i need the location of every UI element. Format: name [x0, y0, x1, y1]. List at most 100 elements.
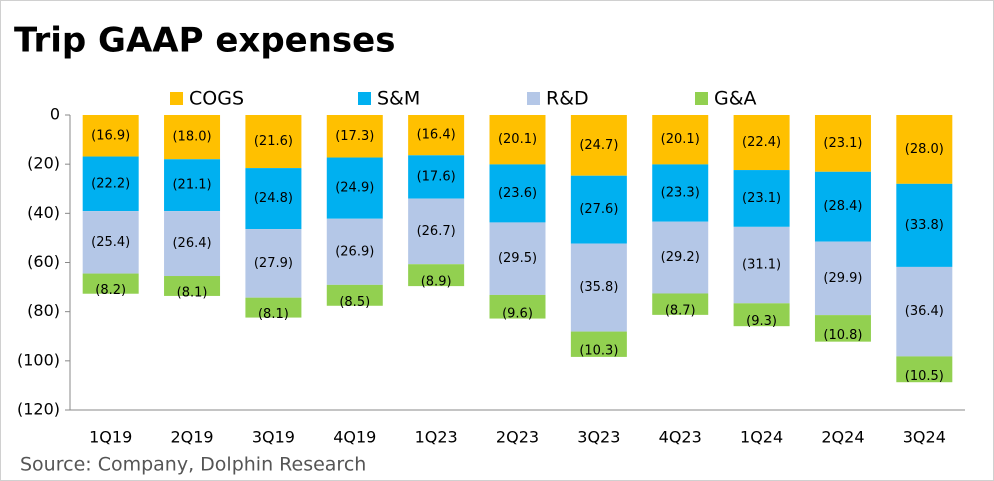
data-label: (8.1) — [177, 285, 208, 300]
data-label: (29.2) — [661, 250, 700, 265]
y-tick-label: 0 — [50, 105, 60, 124]
data-label: (8.7) — [665, 304, 696, 319]
bar-segment — [164, 211, 221, 277]
bar-segment — [814, 115, 871, 172]
bar-segment — [489, 115, 546, 165]
data-label: (28.4) — [823, 199, 862, 214]
x-tick-label: 1Q24 — [740, 428, 783, 447]
bar-segment — [733, 115, 790, 171]
data-label: (23.1) — [742, 191, 781, 206]
bar-segment — [652, 293, 709, 315]
x-tick-label: 4Q23 — [659, 428, 702, 447]
bar-segment — [245, 168, 302, 230]
bar-segment — [82, 211, 139, 274]
y-tick-label: (40) — [27, 203, 60, 222]
x-tick-label: 4Q19 — [333, 428, 376, 447]
bar-segment — [570, 243, 627, 332]
y-tick-label: (120) — [17, 400, 60, 419]
data-label: (16.4) — [417, 128, 456, 143]
data-label: (24.8) — [254, 191, 293, 206]
bar-segment — [896, 183, 953, 267]
bar-segment — [408, 264, 465, 287]
data-label: (26.7) — [417, 224, 456, 239]
bar-segment — [814, 315, 871, 342]
data-label: (28.0) — [905, 142, 944, 157]
legend-swatch — [358, 92, 371, 105]
data-label: (8.5) — [339, 295, 370, 310]
legend-label: COGS — [189, 88, 244, 110]
data-label: (33.8) — [905, 218, 944, 233]
bar-segment — [652, 115, 709, 165]
data-label: (22.2) — [91, 176, 130, 191]
bar-segment — [326, 157, 383, 219]
data-label: (26.4) — [172, 236, 211, 251]
data-label: (23.6) — [498, 186, 537, 201]
bar-segment — [489, 164, 546, 223]
data-label: (24.7) — [579, 138, 618, 153]
legend-label: S&M — [377, 88, 420, 110]
bar-segment — [733, 170, 790, 227]
data-label: (16.9) — [91, 128, 130, 143]
bar-segment — [652, 164, 709, 222]
x-tick-label: 1Q19 — [89, 428, 132, 447]
x-tick-label: 2Q23 — [496, 428, 539, 447]
data-label: (27.6) — [579, 202, 618, 217]
data-label: (20.1) — [498, 132, 537, 147]
data-label: (18.0) — [172, 130, 211, 145]
data-label: (36.4) — [905, 304, 944, 319]
data-label: (9.6) — [502, 306, 533, 321]
bar-segment — [896, 356, 953, 383]
bar-segment — [408, 115, 465, 156]
data-label: (24.9) — [335, 181, 374, 196]
data-label: (35.8) — [579, 280, 618, 295]
legend-label: G&A — [714, 88, 757, 110]
data-label: (17.6) — [417, 169, 456, 184]
bar-segment — [82, 156, 139, 212]
x-tick-label: 3Q23 — [577, 428, 620, 447]
bar-segment — [408, 198, 465, 265]
data-label: (31.1) — [742, 258, 781, 273]
y-tick-label: (20) — [27, 154, 60, 173]
bar-segment — [164, 115, 221, 160]
bar-segment — [245, 297, 302, 318]
bar-segment — [570, 331, 627, 357]
data-label: (10.3) — [579, 344, 618, 359]
data-label: (21.6) — [254, 134, 293, 149]
data-label: (23.3) — [661, 186, 700, 201]
bar-segment — [164, 159, 221, 212]
bar-segment — [326, 284, 383, 306]
bar-segment — [326, 115, 383, 158]
x-tick-label: 2Q19 — [170, 428, 213, 447]
data-label: (23.1) — [823, 136, 862, 151]
x-tick-label: 3Q19 — [252, 428, 295, 447]
legend-swatch — [695, 92, 708, 105]
bar-segment — [489, 222, 546, 295]
y-tick-label: (60) — [27, 252, 60, 271]
data-label: (8.9) — [421, 275, 452, 290]
data-label: (25.4) — [91, 235, 130, 250]
source: Source: Company, Dolphin Research — [20, 454, 366, 476]
y-tick-label: (80) — [27, 301, 60, 320]
data-label: (8.1) — [258, 307, 289, 322]
data-label: (27.9) — [254, 256, 293, 271]
x-tick-label: 3Q24 — [903, 428, 946, 447]
bar-segment — [733, 226, 790, 304]
data-label: (29.5) — [498, 251, 537, 266]
data-label: (29.9) — [823, 271, 862, 286]
bar-segment — [896, 115, 953, 184]
bar-segment — [570, 115, 627, 176]
bar-segment — [82, 273, 139, 294]
legend-label: R&D — [546, 88, 589, 110]
data-label: (8.2) — [95, 283, 126, 298]
bar-segment — [489, 294, 546, 319]
data-label: (22.4) — [742, 135, 781, 150]
x-tick-label: 1Q23 — [415, 428, 458, 447]
bar-segment — [814, 171, 871, 242]
legend-swatch — [527, 92, 540, 105]
bar-segment — [326, 218, 383, 285]
bar-segment — [896, 266, 953, 357]
chart-title: Trip GAAP expenses — [14, 21, 395, 61]
bar-segment — [245, 229, 302, 298]
data-label: (10.8) — [823, 328, 862, 343]
